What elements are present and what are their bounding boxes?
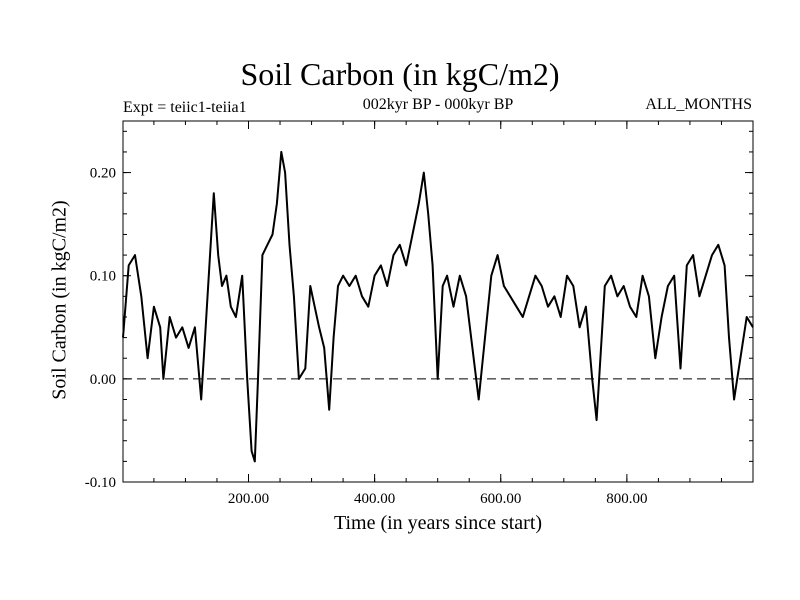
chart-title: Soil Carbon (in kgC/m2)	[240, 56, 560, 92]
x-tick-label: 600.00	[480, 491, 521, 507]
tick-labels-group: -0.10 0.00 0.10 0.20 200.00 400.00 600.00 800.0…	[85, 166, 648, 507]
plot-frame	[122, 120, 754, 483]
x-tick-label: 200.00	[228, 491, 269, 507]
x-tick-label: 400.00	[354, 491, 395, 507]
experiment-label: Expt = teiic1-teiia1	[123, 99, 247, 116]
y-tick-label: -0.10	[85, 475, 116, 491]
y-tick-label: 0.10	[90, 269, 116, 285]
series-line	[122, 150, 754, 463]
months-label: ALL_MONTHS	[645, 96, 752, 113]
x-tick-label: 800.00	[606, 491, 647, 507]
x-axis-label: Time (in years since start)	[333, 512, 543, 534]
chart-subtitle: 002kyr BP - 000kyr BP	[362, 96, 514, 113]
y-tick-label: 0.20	[90, 166, 116, 182]
ticks-group	[123, 121, 753, 483]
y-tick-label: 0.00	[90, 372, 116, 388]
